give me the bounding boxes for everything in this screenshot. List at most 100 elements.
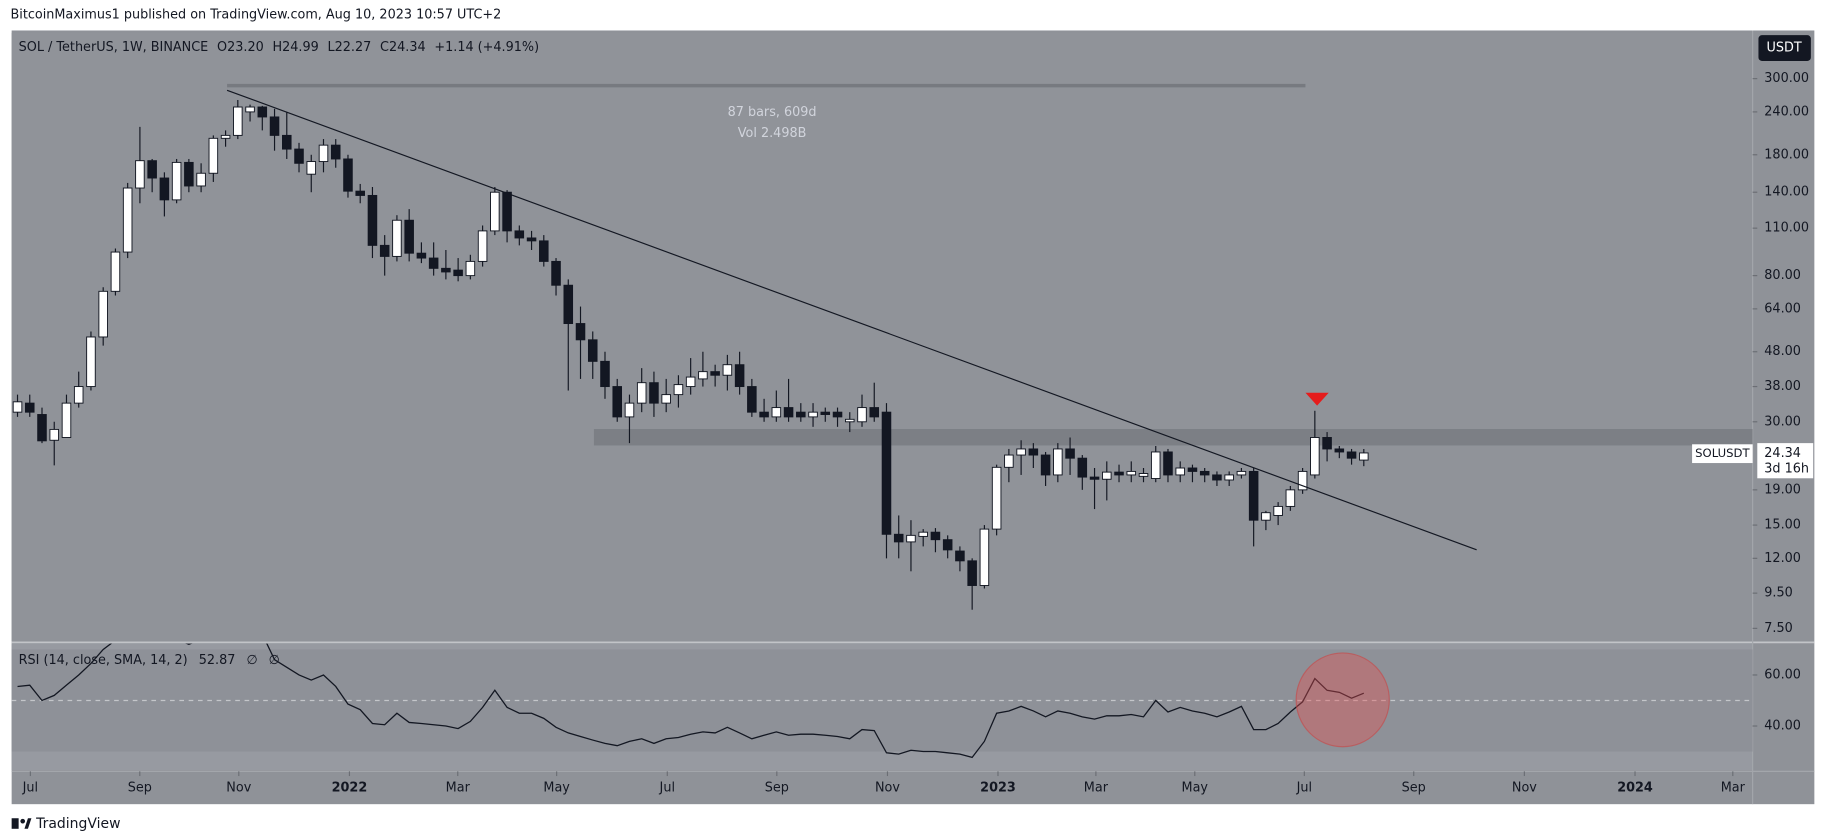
candle-body bbox=[233, 106, 243, 136]
x-tick-label: Nov bbox=[875, 780, 900, 795]
logo-part bbox=[24, 818, 32, 829]
x-tick-label: Sep bbox=[1402, 780, 1426, 795]
candle-body bbox=[1040, 454, 1051, 476]
legend-close: C24.34 bbox=[380, 39, 426, 54]
candle-body bbox=[477, 230, 488, 262]
candle-body bbox=[991, 466, 1002, 530]
currency-label[interactable]: USDT bbox=[1766, 41, 1801, 56]
publisher: BitcoinMaximus1 published on TradingView… bbox=[10, 8, 501, 23]
candle-body bbox=[942, 539, 953, 551]
rsi-legend: RSI (14, close, SMA, 14, 2) 52.87 ∅ ∅ bbox=[19, 652, 280, 667]
rsi-line bbox=[17, 643, 1365, 759]
candle-body bbox=[428, 257, 439, 269]
y-tick-label: 38.00 bbox=[1764, 379, 1801, 394]
currency-button[interactable] bbox=[1758, 35, 1811, 61]
candle-body bbox=[832, 411, 843, 418]
candle-body bbox=[49, 428, 60, 441]
candle-body bbox=[698, 371, 708, 380]
candle-body bbox=[122, 187, 133, 253]
x-tick-label: 2024 bbox=[1617, 780, 1653, 795]
y-tick-label: 140.00 bbox=[1764, 185, 1809, 200]
x-tick-label: Mar bbox=[1721, 780, 1746, 795]
x-tick-label: Sep bbox=[765, 780, 789, 795]
candle-body bbox=[955, 550, 965, 562]
candle-body bbox=[747, 386, 757, 413]
x-tick-label: 2023 bbox=[980, 780, 1016, 795]
candle-body bbox=[330, 144, 341, 160]
candle-body bbox=[1138, 473, 1149, 477]
overlay bbox=[226, 89, 1477, 748]
x-tick-label: Mar bbox=[446, 780, 471, 795]
candle-body bbox=[673, 384, 684, 396]
x-tick-label: Nov bbox=[1512, 780, 1537, 795]
candle-body bbox=[196, 172, 206, 187]
candle-body bbox=[1322, 437, 1332, 450]
y-tick-label: 7.50 bbox=[1764, 621, 1793, 636]
candle-body bbox=[465, 260, 476, 277]
y-tick-label: 12.00 bbox=[1764, 551, 1801, 566]
y-tick-label: 48.00 bbox=[1764, 344, 1801, 359]
candle-body bbox=[245, 106, 255, 113]
y-tick-label: 240.00 bbox=[1764, 104, 1809, 119]
candle-body bbox=[1114, 471, 1124, 476]
x-tick-label: May bbox=[1182, 780, 1209, 795]
candle-body bbox=[1065, 448, 1075, 459]
candle-body bbox=[73, 386, 84, 404]
candle-body bbox=[1224, 474, 1234, 481]
candle-body bbox=[159, 177, 170, 201]
candle-body bbox=[282, 134, 292, 150]
x-tick-label: Mar bbox=[1084, 780, 1109, 795]
candle-body bbox=[379, 244, 390, 257]
legend-high: H24.99 bbox=[272, 39, 318, 54]
candle-body bbox=[61, 402, 72, 438]
candle-body bbox=[110, 251, 121, 292]
candle-body bbox=[392, 219, 402, 257]
candle-body bbox=[171, 161, 182, 201]
candle-body bbox=[294, 148, 304, 164]
price-layer bbox=[12, 83, 1753, 610]
x-tick-label: Nov bbox=[226, 780, 251, 795]
candle-body bbox=[844, 418, 855, 423]
legend-open: O23.20 bbox=[217, 39, 264, 54]
x-tick-label: Sep bbox=[128, 780, 152, 795]
y-tick-label: 30.00 bbox=[1764, 414, 1801, 429]
candle-body bbox=[453, 269, 463, 277]
legend-low: L22.27 bbox=[328, 39, 372, 54]
rsi-na: ∅ bbox=[269, 652, 280, 667]
candle-body bbox=[1248, 470, 1259, 521]
candle-body bbox=[257, 106, 268, 118]
logo-part bbox=[20, 818, 26, 824]
candle-body bbox=[1102, 471, 1112, 480]
candle-body bbox=[1163, 451, 1173, 476]
candle-body bbox=[722, 364, 733, 376]
candle-body bbox=[1175, 467, 1185, 476]
y-tick-label: 60.00 bbox=[1764, 667, 1801, 682]
candle-body bbox=[918, 531, 928, 537]
candle-body bbox=[881, 411, 892, 535]
candle-body bbox=[612, 386, 623, 418]
candle-body bbox=[563, 284, 574, 325]
candle-body bbox=[98, 290, 108, 338]
candle-body bbox=[1273, 505, 1283, 516]
symbol-tag bbox=[1692, 444, 1753, 464]
candle-body bbox=[893, 533, 904, 543]
candle-body bbox=[1359, 452, 1369, 461]
candle-body bbox=[796, 411, 806, 418]
rsi-last: 52.87 bbox=[199, 652, 236, 667]
logo-part bbox=[11, 818, 19, 829]
legend-change: +1.14 (+4.91%) bbox=[434, 39, 539, 54]
rsi-layer bbox=[11, 643, 1753, 759]
countdown-text: 3d 16h bbox=[1764, 461, 1809, 476]
candle-body bbox=[587, 339, 598, 362]
y-tick-label: 9.50 bbox=[1764, 586, 1793, 601]
candle-body bbox=[710, 371, 720, 376]
candle-body bbox=[502, 191, 512, 232]
candle-body bbox=[1028, 448, 1039, 456]
candle-body bbox=[490, 191, 500, 232]
candle-body bbox=[1346, 451, 1357, 459]
candle-body bbox=[967, 560, 977, 586]
tradingview-logo bbox=[11, 818, 32, 829]
candle-body bbox=[1261, 512, 1271, 521]
x-tick-label: May bbox=[543, 780, 570, 795]
y-tick-label: 110.00 bbox=[1764, 221, 1809, 236]
